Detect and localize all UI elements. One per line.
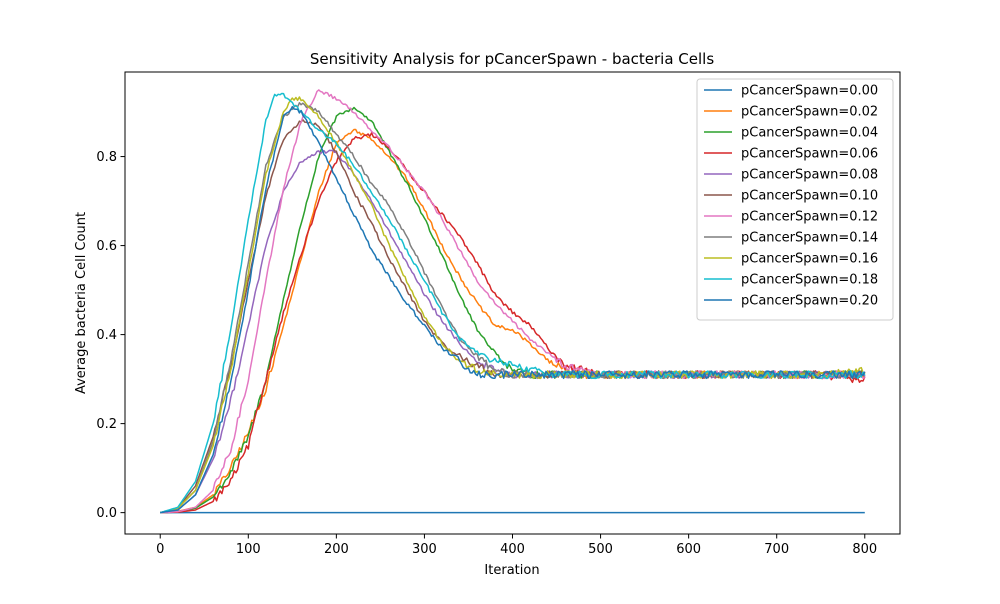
y-axis-label: Average bacteria Cell Count: [74, 212, 89, 394]
legend-box: [696, 78, 894, 321]
x-tick-label: 800: [852, 542, 877, 557]
legend-entry-6: pCancerSpawn=0.12: [741, 210, 878, 225]
y-tick-label: 0.0: [96, 506, 117, 521]
x-tick-label: 700: [764, 542, 789, 557]
legend-entry-1: pCancerSpawn=0.02: [741, 105, 878, 120]
legend-entry-5: pCancerSpawn=0.10: [741, 189, 878, 204]
legend-entry-2: pCancerSpawn=0.04: [741, 126, 878, 141]
legend-entry-7: pCancerSpawn=0.14: [741, 231, 878, 246]
y-tick-label: 0.8: [96, 150, 117, 165]
x-tick-label: 100: [236, 542, 261, 557]
x-tick-label: 0: [156, 542, 164, 557]
legend-entry-9: pCancerSpawn=0.18: [741, 273, 878, 288]
x-tick-label: 300: [412, 542, 437, 557]
legend-entry-3: pCancerSpawn=0.06: [741, 147, 878, 162]
legend-entry-8: pCancerSpawn=0.16: [741, 252, 878, 267]
legend-entry-0: pCancerSpawn=0.00: [741, 84, 878, 99]
legend-entry-10: pCancerSpawn=0.20: [741, 294, 878, 309]
y-tick-label: 0.4: [96, 328, 117, 343]
x-tick-label: 200: [324, 542, 349, 557]
x-tick-label: 500: [588, 542, 613, 557]
plot-lines: [159, 89, 866, 514]
x-axis-label: Iteration: [484, 563, 539, 578]
series-line-10: [160, 105, 866, 514]
x-tick-label: 600: [676, 542, 701, 557]
legend-entry-4: pCancerSpawn=0.08: [741, 168, 878, 183]
chart-title: Sensitivity Analysis for pCancerSpawn - …: [310, 50, 715, 68]
y-tick-label: 0.2: [96, 417, 117, 432]
y-axis: 0.0 0.2 0.4 0.6 0.8: [96, 150, 125, 521]
x-axis: 0 100 200 300 400 500 600 700 800: [156, 534, 877, 557]
legend: pCancerSpawn=0.00 pCancerSpawn=0.02 pCance…: [696, 78, 894, 321]
x-tick-label: 400: [500, 542, 525, 557]
y-tick-label: 0.6: [96, 239, 117, 254]
